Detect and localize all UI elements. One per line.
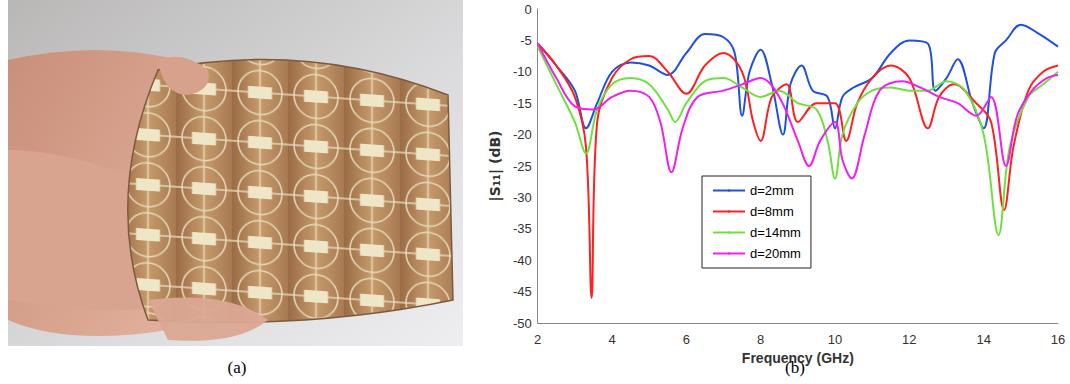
svg-text:d=20mm: d=20mm: [750, 246, 801, 261]
svg-text:d=8mm: d=8mm: [750, 204, 794, 219]
svg-text:6: 6: [683, 332, 690, 347]
svg-text:-15: -15: [513, 96, 532, 111]
svg-text:14: 14: [976, 332, 990, 347]
svg-text:-25: -25: [513, 159, 532, 174]
svg-text:|S₁₁| (dB): |S₁₁| (dB): [487, 131, 504, 202]
svg-text:-10: -10: [513, 64, 532, 79]
svg-text:-20: -20: [513, 127, 532, 142]
svg-text:d=2mm: d=2mm: [750, 183, 794, 198]
svg-text:-45: -45: [513, 284, 532, 299]
svg-text:0: 0: [524, 2, 531, 17]
svg-text:16: 16: [1051, 332, 1065, 347]
svg-text:-30: -30: [513, 190, 532, 205]
svg-text:2: 2: [534, 332, 541, 347]
svg-text:-40: -40: [513, 253, 532, 268]
svg-text:-5: -5: [520, 33, 532, 48]
svg-text:d=14mm: d=14mm: [750, 225, 801, 240]
svg-text:-35: -35: [513, 221, 532, 236]
svg-text:-50: -50: [513, 316, 532, 331]
svg-text:12: 12: [902, 332, 916, 347]
svg-text:10: 10: [828, 332, 842, 347]
svg-text:8: 8: [757, 332, 764, 347]
svg-text:4: 4: [608, 332, 615, 347]
